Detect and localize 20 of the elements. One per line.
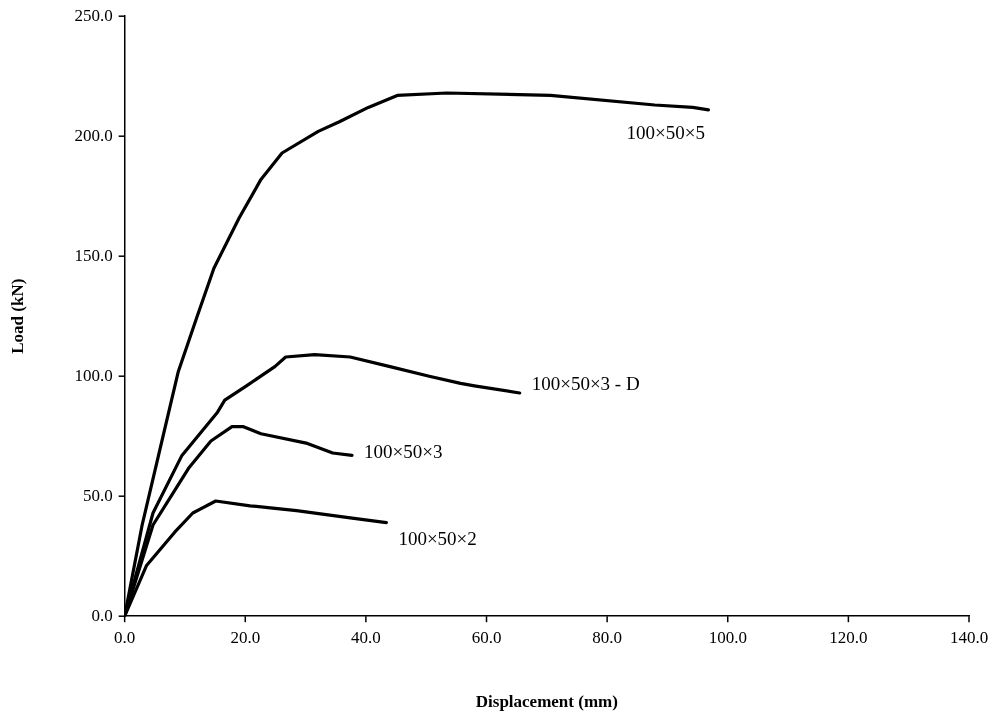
x-tick-label: 140.0 <box>949 627 989 647</box>
series-label: 100×50×2 <box>398 527 477 549</box>
series-label: 100×50×5 <box>626 121 705 143</box>
x-tick-label: 40.0 <box>351 627 381 647</box>
x-tick-label: 100.0 <box>708 627 747 647</box>
y-tick-label: 150.0 <box>74 245 113 265</box>
x-tick-label: 80.0 <box>592 627 623 647</box>
y-tick-label: 50.0 <box>82 485 113 505</box>
x-tick-label: 60.0 <box>471 627 502 647</box>
y-tick-label: 100.0 <box>74 365 113 385</box>
x-axis-title: Displacement (mm) <box>475 692 618 712</box>
series-label: 100×50×3 <box>364 441 443 463</box>
y-axis-title: Load (kN) <box>7 278 27 354</box>
x-tick-label: 20.0 <box>230 627 261 647</box>
y-tick-label: 200.0 <box>74 125 113 145</box>
x-tick-label: 120.0 <box>829 627 868 647</box>
y-tick-label: 0.0 <box>91 605 113 625</box>
x-tick-label: 0.0 <box>114 627 136 647</box>
y-tick-label: 250.0 <box>74 5 113 25</box>
series-label: 100×50×3 - D <box>531 372 640 394</box>
